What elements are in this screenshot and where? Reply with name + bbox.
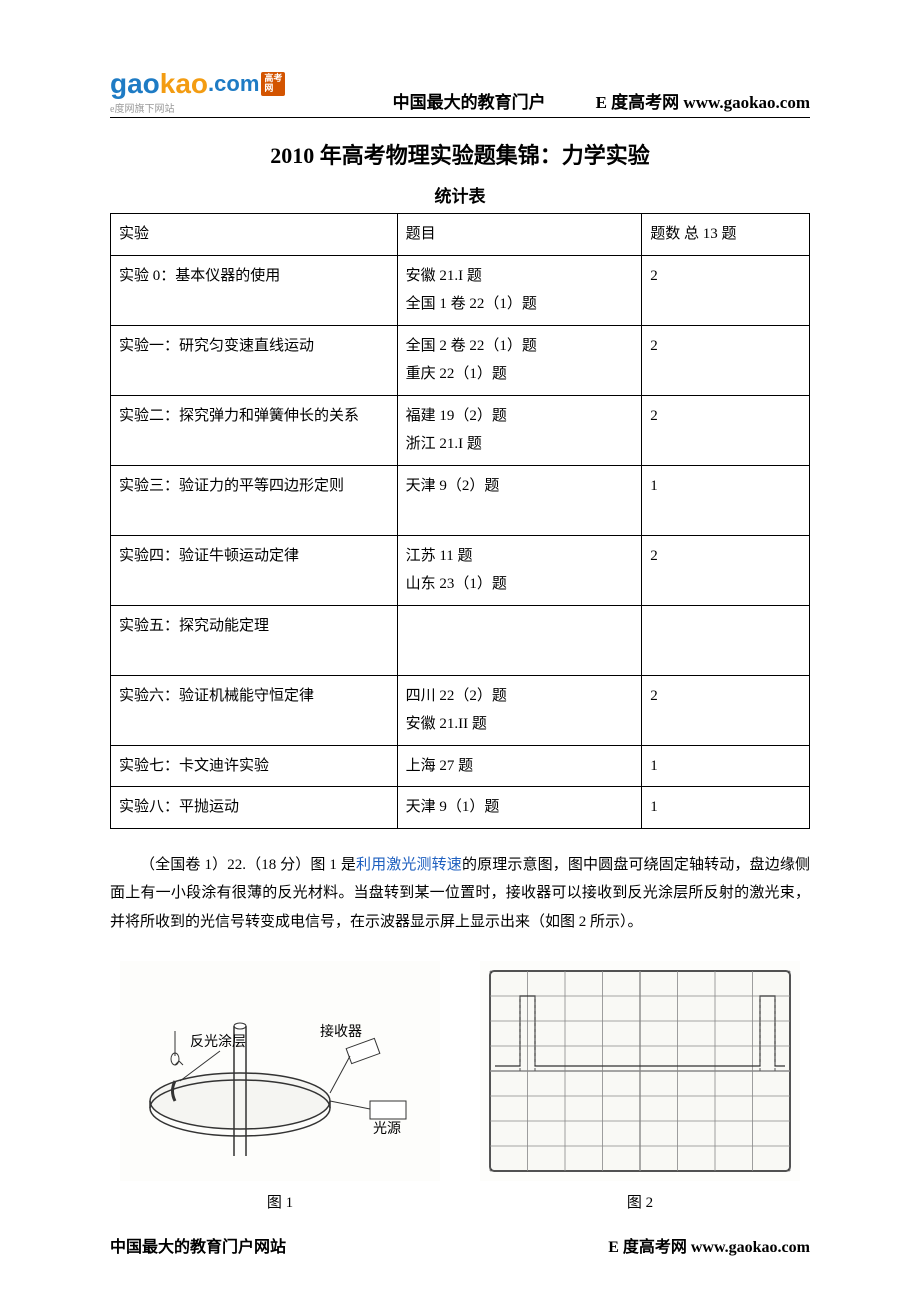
table-row: 实验二：探究弹力和弹簧伸长的关系福建 19（2）题浙江 21.I 题2 xyxy=(111,395,810,465)
axis-top xyxy=(234,1023,246,1029)
logo-badge: 高考 网 xyxy=(261,72,285,96)
table-cell: 2 xyxy=(642,325,810,395)
para-lead: （全国卷 1）22.（18 分）图 1 是 xyxy=(140,857,356,873)
th-questions: 题目 xyxy=(397,214,642,256)
table-cell: 1 xyxy=(642,745,810,787)
table-cell: 实验六：验证机械能守恒定律 xyxy=(111,675,398,745)
disk-ellipse xyxy=(150,1073,330,1129)
header-slogan: 中国最大的教育门户 xyxy=(393,88,546,113)
table-cell: 实验五：探究动能定理 xyxy=(111,605,398,675)
table-cell: 2 xyxy=(642,535,810,605)
fig1-bg xyxy=(120,961,440,1181)
table-cell: 2 xyxy=(642,675,810,745)
footer-right: E 度高考网 www.gaokao.com xyxy=(608,1233,810,1257)
table-cell: 安徽 21.I 题全国 1 卷 22（1）题 xyxy=(397,255,642,325)
table-cell: 2 xyxy=(642,255,810,325)
figure-2-svg xyxy=(480,961,800,1181)
table-cell: 天津 9（1）题 xyxy=(397,787,642,829)
table-row: 实验六：验证机械能守恒定律四川 22（2）题安徽 21.II 题2 xyxy=(111,675,810,745)
footer-left: 中国最大的教育门户网站 xyxy=(110,1233,286,1257)
figure-1-svg: 反光涂层 接收器 光源 xyxy=(120,961,440,1181)
figures-row: 反光涂层 接收器 光源 图 1 xyxy=(110,961,810,1212)
question-paragraph: （全国卷 1）22.（18 分）图 1 是利用激光测转速的原理示意图，图中圆盘可… xyxy=(110,851,810,937)
table-title: 统计表 xyxy=(110,182,810,207)
table-row: 实验八：平抛运动天津 9（1）题1 xyxy=(111,787,810,829)
page-title: 2010 年高考物理实验题集锦：力学实验 xyxy=(110,138,810,170)
table-cell: 上海 27 题 xyxy=(397,745,642,787)
table-cell: 1 xyxy=(642,787,810,829)
table-cell: 实验四：验证牛顿运动定律 xyxy=(111,535,398,605)
table-cell: 福建 19（2）题浙江 21.I 题 xyxy=(397,395,642,465)
table-cell: 江苏 11 题山东 23（1）题 xyxy=(397,535,642,605)
table-cell: 四川 22（2）题安徽 21.II 题 xyxy=(397,675,642,745)
table-cell: 实验一：研究匀变速直线运动 xyxy=(111,325,398,395)
table-row: 实验三：验证力的平等四边形定则天津 9（2）题 1 xyxy=(111,465,810,535)
receiver-label: 接收器 xyxy=(320,1023,362,1040)
table-row: 实验七：卡文迪许实验上海 27 题1 xyxy=(111,745,810,787)
table-cell: 实验七：卡文迪许实验 xyxy=(111,745,398,787)
table-cell xyxy=(642,605,810,675)
table-cell: 实验三：验证力的平等四边形定则 xyxy=(111,465,398,535)
table-header-row: 实验 题目 题数 总 13 题 xyxy=(111,214,810,256)
table-cell: 天津 9（2）题 xyxy=(397,465,642,535)
table-cell: 实验二：探究弹力和弹簧伸长的关系 xyxy=(111,395,398,465)
figure-2: 图 2 xyxy=(470,961,810,1212)
table-cell: 1 xyxy=(642,465,810,535)
table-row: 实验 0：基本仪器的使用安徽 21.I 题全国 1 卷 22（1）题2 xyxy=(111,255,810,325)
logo-text: gaokao.com 高考 网 xyxy=(110,70,285,98)
source-label: 光源 xyxy=(373,1121,401,1137)
th-count: 题数 总 13 题 xyxy=(642,214,810,256)
logo-badge-line2: 网 xyxy=(264,84,282,94)
table-cell: 实验 0：基本仪器的使用 xyxy=(111,255,398,325)
figure-2-label: 图 2 xyxy=(470,1191,810,1212)
logo-part1: gao xyxy=(110,70,160,98)
stats-table: 实验 题目 题数 总 13 题 实验 0：基本仪器的使用安徽 21.I 题全国 … xyxy=(110,213,810,829)
table-cell xyxy=(397,605,642,675)
table-row: 实验一：研究匀变速直线运动全国 2 卷 22（1）题重庆 22（1）题2 xyxy=(111,325,810,395)
table-row: 实验四：验证牛顿运动定律江苏 11 题山东 23（1）题2 xyxy=(111,535,810,605)
page-footer: 中国最大的教育门户网站 E 度高考网 www.gaokao.com xyxy=(110,1233,810,1257)
para-link[interactable]: 利用激光测转速 xyxy=(356,857,462,873)
table-cell: 实验八：平抛运动 xyxy=(111,787,398,829)
th-experiment: 实验 xyxy=(111,214,398,256)
figure-1: 反光涂层 接收器 光源 图 1 xyxy=(110,961,450,1212)
source-box xyxy=(370,1101,406,1119)
figure-1-label: 图 1 xyxy=(110,1191,450,1212)
logo: gaokao.com 高考 网 e度网旗下网站 xyxy=(110,70,285,115)
page-header: gaokao.com 高考 网 e度网旗下网站 中国最大的教育门户 E 度高考网… xyxy=(110,70,810,118)
coating-label: 反光涂层 xyxy=(190,1034,246,1050)
logo-part2: kao xyxy=(160,70,208,98)
logo-subtitle: e度网旗下网站 xyxy=(110,100,285,115)
logo-part3: .com xyxy=(208,73,259,95)
table-cell: 全国 2 卷 22（1）题重庆 22（1）题 xyxy=(397,325,642,395)
table-row: 实验五：探究动能定理 xyxy=(111,605,810,675)
header-right: 中国最大的教育门户 E 度高考网 www.gaokao.com xyxy=(393,88,810,115)
table-cell: 2 xyxy=(642,395,810,465)
header-site: E 度高考网 www.gaokao.com xyxy=(596,88,810,113)
